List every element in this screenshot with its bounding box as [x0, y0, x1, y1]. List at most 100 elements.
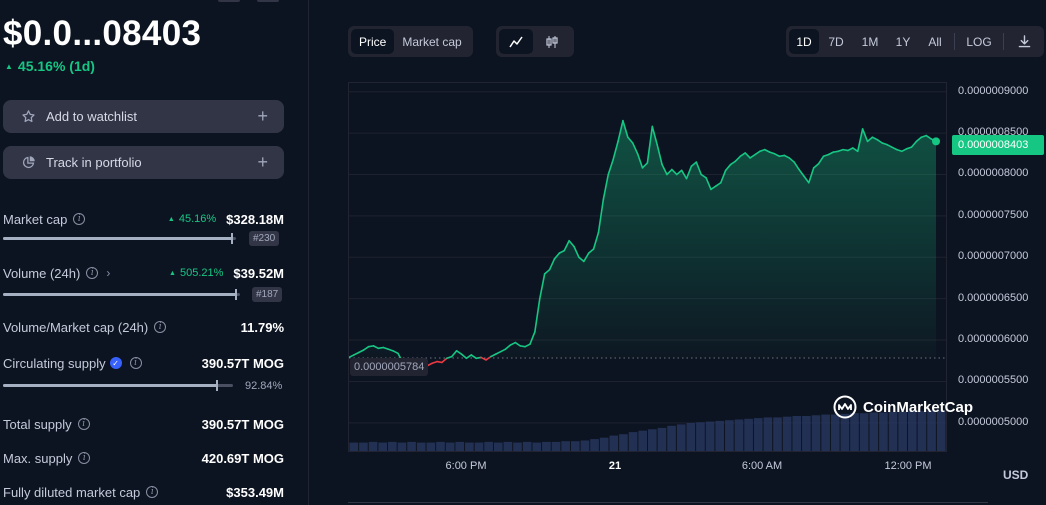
log-scale-toggle[interactable]: LOG — [966, 34, 992, 49]
volume-bar — [628, 432, 638, 451]
coin-stats-panel: $0.0...08403 ▲ 45.16% (1d) Add to watchli… — [0, 0, 309, 505]
volume-bar — [638, 430, 647, 451]
volume-bar — [763, 417, 773, 451]
price-line-segment — [475, 356, 482, 360]
volume-bar — [445, 442, 455, 451]
divider — [954, 33, 955, 50]
download-icon[interactable] — [1007, 29, 1041, 54]
price-line-segment — [778, 154, 786, 158]
volume-bar — [609, 435, 619, 451]
watchlist-label: Add to watchlist — [46, 109, 138, 124]
price-line-segment — [695, 161, 703, 176]
info-icon[interactable]: i — [78, 452, 91, 464]
volume-bar — [725, 420, 734, 451]
price-line-segment — [910, 140, 918, 148]
price-line-segment — [822, 153, 830, 158]
volume-bar — [493, 442, 503, 451]
volume-bar — [455, 441, 465, 451]
info-icon[interactable]: i — [77, 418, 90, 430]
price-line-segment — [490, 353, 497, 358]
stat-change: 45.16% — [178, 213, 217, 225]
price-line-segment — [896, 148, 903, 153]
range-1m[interactable]: 1M — [861, 34, 879, 49]
price-line-segment — [583, 252, 590, 263]
line-chart-icon[interactable] — [499, 29, 533, 54]
volume-bar — [869, 412, 879, 451]
volume-bar — [436, 441, 445, 451]
candlestick-icon[interactable] — [533, 29, 571, 54]
add-to-watchlist-button[interactable]: Add to watchlist + — [3, 100, 284, 133]
price-line-segment — [377, 346, 385, 350]
current-price-dot — [932, 137, 940, 146]
price-line-segment — [431, 360, 438, 365]
price-line-segment — [470, 354, 477, 360]
price-line-segment — [357, 349, 365, 354]
volume-bar — [580, 440, 590, 451]
price-line-segment — [426, 362, 433, 367]
price-line-segment — [372, 345, 380, 350]
info-icon[interactable]: i — [73, 213, 86, 225]
info-icon[interactable]: i — [129, 357, 142, 369]
volume-bar — [888, 411, 898, 451]
volume-bar — [368, 441, 378, 451]
tab-price[interactable]: Price — [351, 29, 395, 54]
price-line-segment — [832, 150, 839, 153]
coinmarketcap-watermark: CoinMarketCap — [833, 395, 973, 419]
price-line-segment — [852, 147, 859, 153]
stat-value: $353.49M — [226, 484, 284, 500]
volume-bar — [359, 442, 368, 451]
volume-bar — [917, 411, 927, 451]
range-7d[interactable]: 7D — [828, 34, 844, 49]
price-line-segment — [793, 161, 800, 171]
volume-bar — [570, 441, 580, 451]
info-icon[interactable]: i — [154, 321, 167, 333]
range-1d[interactable]: 1D — [789, 29, 819, 54]
price-chart[interactable] — [349, 83, 946, 451]
volume-bar — [744, 418, 753, 451]
volume-bar — [802, 416, 811, 451]
up-arrow-icon: ▲ — [169, 270, 176, 277]
price-line-segment — [504, 344, 512, 350]
volume-bar — [648, 429, 657, 451]
price-chart-frame — [348, 82, 947, 452]
plus-icon: + — [257, 106, 268, 126]
track-portfolio-button[interactable]: Track in portfolio + — [3, 146, 284, 179]
current-price-label: 0.0000008403 — [952, 135, 1044, 155]
info-icon[interactable]: i — [86, 267, 99, 279]
range-all[interactable]: All — [928, 34, 942, 49]
star-icon — [20, 109, 36, 125]
price-line-segment — [900, 148, 908, 153]
volume-bar — [503, 441, 513, 451]
current-price: $0.0...08403 — [3, 14, 202, 53]
header-tab-stub[interactable] — [218, 0, 240, 2]
volume-bar — [542, 441, 551, 451]
price-line-segment — [446, 355, 453, 360]
price-line-segment — [905, 146, 913, 150]
watermark-text: CoinMarketCap — [863, 398, 974, 416]
time-range-tabs: 1D 7D 1M 1Y All LOG — [786, 26, 1044, 57]
price-line-segment — [724, 163, 732, 172]
range-1y[interactable]: 1Y — [895, 34, 911, 49]
tab-market-cap[interactable]: Market cap — [402, 34, 462, 49]
info-icon[interactable]: i — [146, 486, 159, 498]
volume-bar — [821, 414, 830, 451]
volume-bar — [936, 410, 946, 451]
price-line-segment — [842, 148, 849, 152]
volume-bar — [378, 442, 388, 451]
header-tab-stub[interactable] — [257, 0, 279, 2]
price-line-segment — [387, 348, 394, 352]
price-line-segment — [690, 161, 698, 168]
y-tick-label: 0.0000006500 — [958, 291, 1029, 304]
price-line-segment — [597, 198, 605, 234]
price-line-segment — [553, 252, 561, 260]
price-line-segment — [568, 239, 575, 248]
volume-bar — [715, 420, 725, 451]
price-line-segment — [798, 168, 805, 177]
price-line-segment — [651, 125, 658, 146]
coinmarketcap-logo-icon — [833, 395, 857, 419]
chevron-right-icon[interactable]: › — [106, 266, 111, 280]
price-line-segment — [548, 258, 556, 271]
market-cap-progress — [3, 233, 236, 244]
volume-bar — [426, 442, 436, 451]
